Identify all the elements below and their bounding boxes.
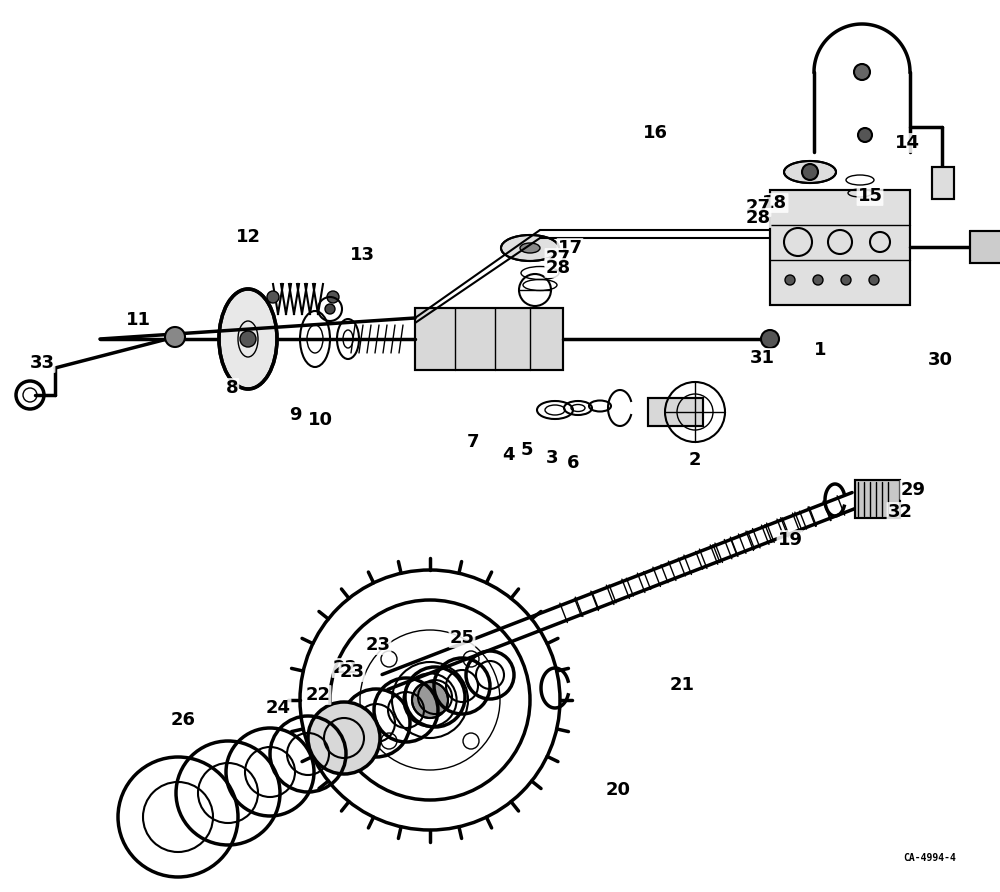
Circle shape <box>858 128 872 142</box>
Text: 27: 27 <box>546 249 570 267</box>
Text: 23: 23 <box>366 636 390 654</box>
Bar <box>770 190 910 305</box>
Circle shape <box>841 275 851 285</box>
Bar <box>648 398 703 426</box>
Text: 28: 28 <box>545 259 571 277</box>
Text: 27: 27 <box>746 198 770 216</box>
Text: 28: 28 <box>745 209 771 227</box>
Text: 2: 2 <box>689 451 701 469</box>
Ellipse shape <box>520 243 540 253</box>
Text: 26: 26 <box>170 711 196 729</box>
Text: 33: 33 <box>30 354 54 372</box>
Text: 14: 14 <box>895 134 920 152</box>
Circle shape <box>802 164 818 180</box>
Text: 13: 13 <box>350 246 374 264</box>
Ellipse shape <box>501 235 559 261</box>
Circle shape <box>761 330 779 348</box>
Text: 32: 32 <box>888 503 912 521</box>
Text: 21: 21 <box>670 676 694 694</box>
Text: 25: 25 <box>450 629 475 647</box>
Bar <box>770 190 910 305</box>
Bar <box>932 167 954 199</box>
Text: 3: 3 <box>546 449 558 467</box>
Circle shape <box>412 682 448 718</box>
Text: 16: 16 <box>642 124 668 142</box>
Text: 22: 22 <box>332 659 358 677</box>
Circle shape <box>240 331 256 347</box>
Bar <box>415 308 563 370</box>
Circle shape <box>813 275 823 285</box>
Text: 20: 20 <box>606 781 631 799</box>
Text: 23: 23 <box>340 663 364 681</box>
Circle shape <box>308 702 380 774</box>
Bar <box>932 167 954 199</box>
Text: 8: 8 <box>226 379 238 397</box>
Text: 31: 31 <box>750 349 774 367</box>
Text: 30: 30 <box>928 351 952 369</box>
Bar <box>415 308 563 370</box>
Text: 1: 1 <box>814 341 826 359</box>
Ellipse shape <box>784 161 836 183</box>
Text: 19: 19 <box>778 531 802 549</box>
Text: CA-4994-4: CA-4994-4 <box>904 853 956 863</box>
Text: 22: 22 <box>306 686 330 704</box>
Bar <box>855 480 900 518</box>
Ellipse shape <box>219 289 277 389</box>
Text: 10: 10 <box>308 411 332 429</box>
Text: 18: 18 <box>762 194 788 212</box>
Text: 15: 15 <box>858 187 883 205</box>
Text: 6: 6 <box>567 454 579 472</box>
Text: 29: 29 <box>900 481 926 499</box>
Text: 5: 5 <box>521 441 533 459</box>
Circle shape <box>785 275 795 285</box>
Circle shape <box>854 64 870 80</box>
Text: 17: 17 <box>558 239 582 257</box>
Text: 12: 12 <box>236 228 260 246</box>
Bar <box>970 231 1000 263</box>
Circle shape <box>165 327 185 347</box>
Circle shape <box>267 291 279 303</box>
Bar <box>648 398 703 426</box>
Text: 7: 7 <box>467 433 479 451</box>
Text: 11: 11 <box>126 311 150 329</box>
Circle shape <box>327 291 339 303</box>
Text: 9: 9 <box>289 406 301 424</box>
Bar <box>970 231 1000 263</box>
Circle shape <box>869 275 879 285</box>
Text: 4: 4 <box>502 446 514 464</box>
Circle shape <box>325 304 335 314</box>
Bar <box>855 480 900 518</box>
Text: 24: 24 <box>266 699 290 717</box>
